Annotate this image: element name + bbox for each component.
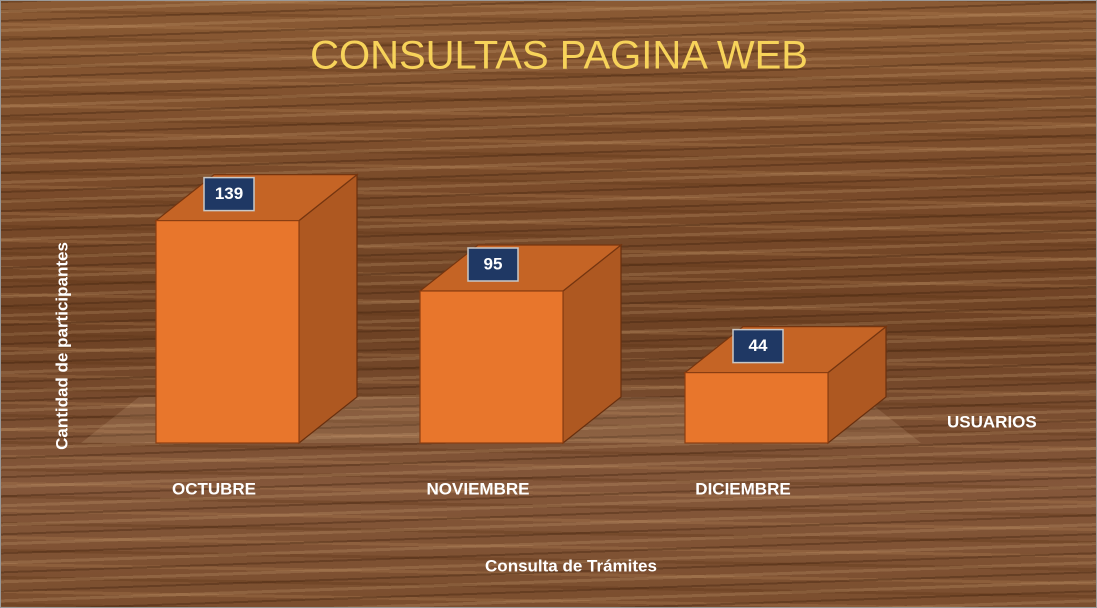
bar-front <box>684 372 829 444</box>
x-axis-title: Consulta de Trámites <box>485 556 657 575</box>
data-label: 44 <box>749 336 768 355</box>
x-tick-label: NOVIEMBRE <box>427 479 530 498</box>
bar-side <box>298 173 358 445</box>
bar-front <box>419 290 564 444</box>
data-label: 139 <box>215 184 243 203</box>
data-label-box <box>732 328 784 364</box>
chart-title: CONSULTAS PAGINA WEB <box>310 34 808 78</box>
data-label: 95 <box>484 254 503 273</box>
legend-label: USUARIOS <box>947 412 1037 431</box>
data-label-box <box>467 247 519 282</box>
data-label-box <box>203 176 255 212</box>
bar-front <box>155 220 300 444</box>
y-axis-title: Cantidad de participantes <box>52 242 71 450</box>
x-tick-label: OCTUBRE <box>172 479 256 498</box>
x-tick-label: DICIEMBRE <box>695 479 790 498</box>
